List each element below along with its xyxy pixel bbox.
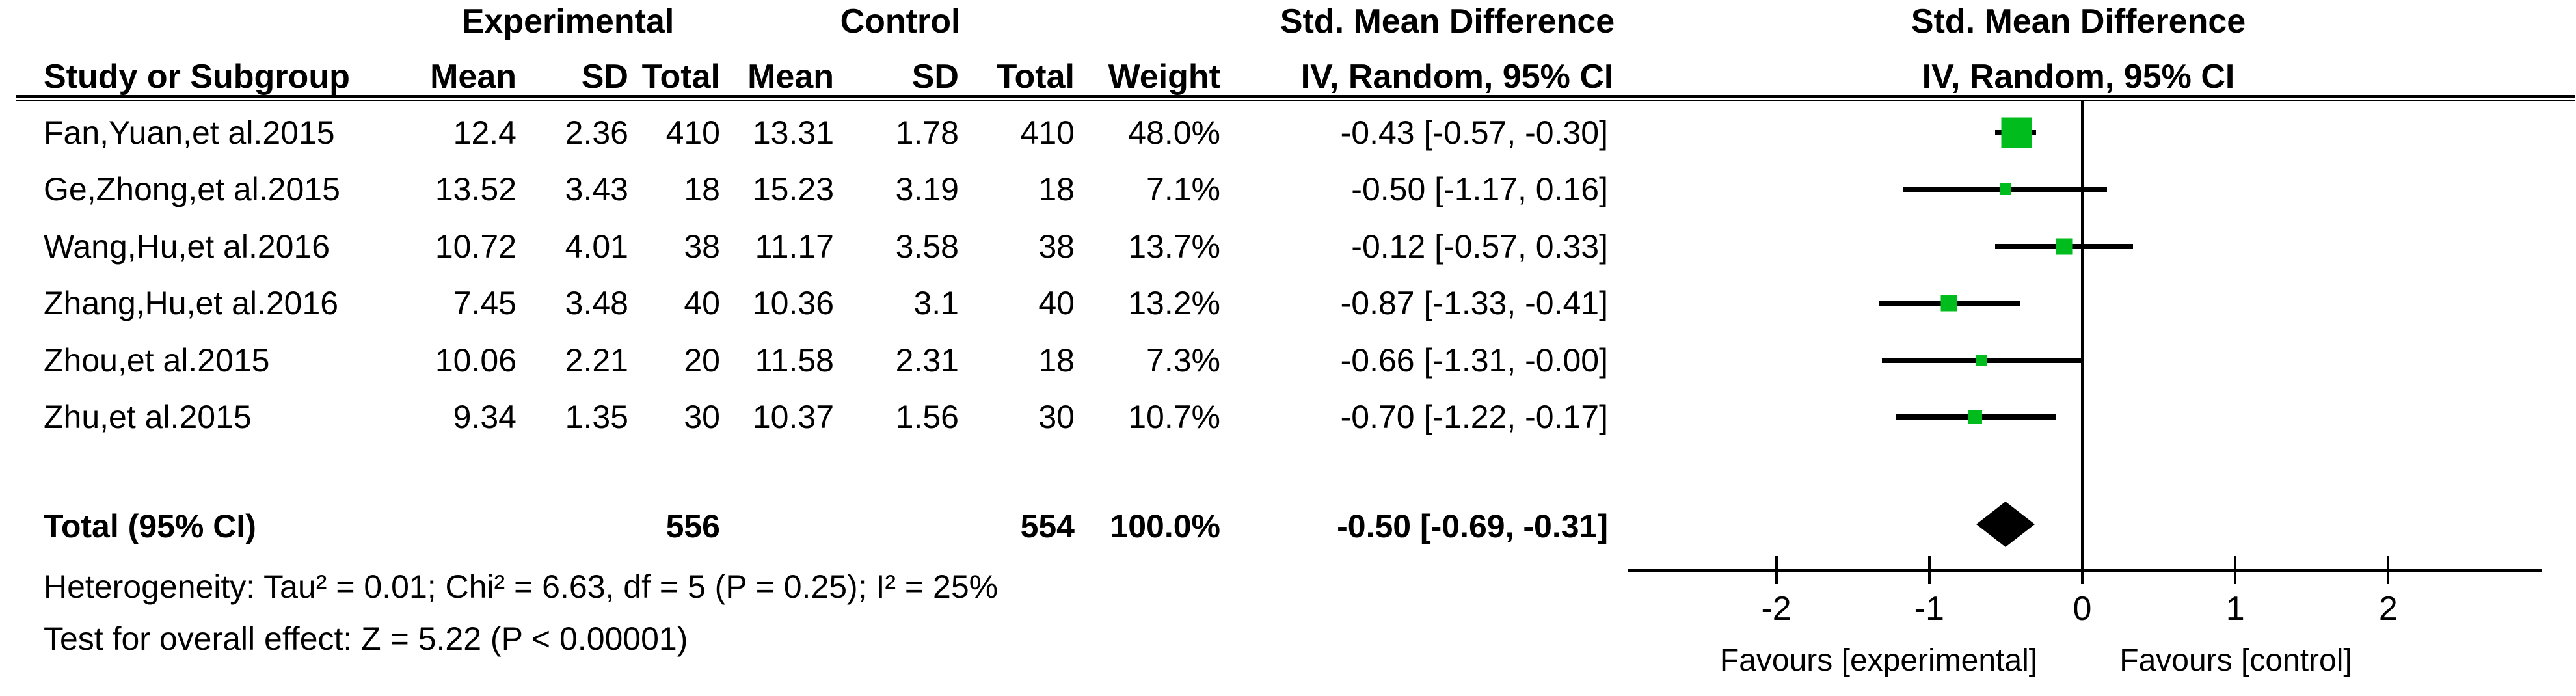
group-header-experimental: Experimental <box>461 3 675 40</box>
cell-e_total: 18 <box>684 171 720 207</box>
col-header-mean-exp: Mean <box>430 58 517 96</box>
cell-e_sd: 2.36 <box>565 114 628 151</box>
col-header-total-ctrl: Total <box>996 58 1075 96</box>
effect-square <box>1940 295 1957 312</box>
study-label: Zhang,Hu,et al.2016 <box>44 285 339 321</box>
cell-c_mean: 11.17 <box>755 228 834 265</box>
cell-effect_text: -0.43 [-0.57, -0.30] <box>1340 114 1608 151</box>
cell-e_mean: 12.4 <box>453 114 517 151</box>
cell-effect_text: -0.87 [-1.33, -0.41] <box>1340 285 1608 321</box>
cell-e_mean: 10.72 <box>435 228 517 265</box>
cell-e_mean: 10.06 <box>435 342 517 379</box>
study-label: Zhou,et al.2015 <box>44 342 270 379</box>
axis-tick-label: -2 <box>1761 590 1791 628</box>
zero-line <box>2081 101 2084 570</box>
axis-tick <box>1927 556 1931 584</box>
favours-control-label: Favours [control] <box>2119 643 2352 678</box>
cell-e_total: 38 <box>684 228 720 265</box>
cell-c_mean: 11.58 <box>755 342 834 379</box>
cell-c_mean: 10.36 <box>752 285 834 321</box>
cell-e_sd: 3.43 <box>565 171 628 207</box>
cell-weight_text: 7.3% <box>1146 342 1220 379</box>
study-label: Fan,Yuan,et al.2015 <box>44 114 335 151</box>
col-header-effect-ci: IV, Random, 95% CI <box>1300 58 1614 96</box>
group-header-effect: Std. Mean Difference <box>1280 3 1615 40</box>
total-exp-n: 556 <box>665 508 720 544</box>
x-axis-line <box>1628 569 2542 572</box>
cell-c_mean: 10.37 <box>752 399 834 435</box>
cell-c_sd: 2.31 <box>895 342 959 379</box>
col-header-study: Study or Subgroup <box>44 58 350 96</box>
col-header-total-exp: Total <box>641 58 720 96</box>
favours-experimental-label: Favours [experimental] <box>1719 643 2038 678</box>
pooled-effect-diamond <box>1976 502 2035 547</box>
cell-e_sd: 1.35 <box>565 399 628 435</box>
cell-c_sd: 1.56 <box>895 399 959 435</box>
group-header-control: Control <box>840 3 961 40</box>
total-weight: 100.0% <box>1110 508 1220 544</box>
header-rule-bottom <box>16 100 2575 101</box>
cell-c_total: 30 <box>1038 399 1075 435</box>
cell-c_total: 18 <box>1038 342 1075 379</box>
effect-square <box>1968 410 1983 424</box>
total-effect-ci: -0.50 [-0.69, -0.31] <box>1337 508 1608 544</box>
cell-c_total: 410 <box>1020 114 1075 151</box>
col-header-weight: Weight <box>1108 58 1220 96</box>
axis-tick <box>1775 556 1778 584</box>
study-label: Ge,Zhong,et al.2015 <box>44 171 340 207</box>
col-header-sd-exp: SD <box>581 58 628 96</box>
axis-tick-label: 1 <box>2225 590 2245 628</box>
cell-e_mean: 13.52 <box>435 171 517 207</box>
cell-e_total: 20 <box>684 342 720 379</box>
cell-c_mean: 15.23 <box>752 171 834 207</box>
cell-effect_text: -0.50 [-1.17, 0.16] <box>1351 171 1608 207</box>
cell-c_mean: 13.31 <box>752 114 834 151</box>
cell-e_sd: 2.21 <box>565 342 628 379</box>
heterogeneity-text: Heterogeneity: Tau² = 0.01; Chi² = 6.63,… <box>44 569 999 605</box>
cell-e_sd: 3.48 <box>565 285 628 321</box>
axis-tick-label: 2 <box>2378 590 2398 628</box>
cell-c_total: 38 <box>1038 228 1075 265</box>
cell-weight_text: 7.1% <box>1146 171 1220 207</box>
cell-e_mean: 7.45 <box>453 285 517 321</box>
cell-weight_text: 10.7% <box>1128 399 1220 435</box>
cell-c_total: 40 <box>1038 285 1075 321</box>
col-header-mean-ctrl: Mean <box>747 58 834 96</box>
cell-c_sd: 3.58 <box>895 228 959 265</box>
cell-weight_text: 13.2% <box>1128 285 1220 321</box>
axis-tick-label: -1 <box>1914 590 1944 628</box>
cell-weight_text: 13.7% <box>1128 228 1220 265</box>
cell-e_total: 40 <box>684 285 720 321</box>
cell-e_total: 30 <box>684 399 720 435</box>
cell-weight_text: 48.0% <box>1128 114 1220 151</box>
axis-tick <box>2234 556 2237 584</box>
effect-square <box>2056 238 2073 255</box>
col-header-sd-ctrl: SD <box>911 58 959 96</box>
cell-effect_text: -0.70 [-1.22, -0.17] <box>1340 399 1608 435</box>
plot-subtitle: IV, Random, 95% CI <box>1922 58 2235 96</box>
axis-tick-label: 0 <box>2073 590 2092 628</box>
cell-effect_text: -0.66 [-1.31, -0.00] <box>1340 342 1608 379</box>
cell-effect_text: -0.12 [-0.57, 0.33] <box>1351 228 1608 265</box>
cell-e_sd: 4.01 <box>565 228 628 265</box>
cell-e_mean: 9.34 <box>453 399 517 435</box>
plot-title: Std. Mean Difference <box>1911 3 2246 40</box>
cell-c_sd: 3.19 <box>895 171 959 207</box>
effect-square <box>2001 117 2032 148</box>
total-ctrl-n: 554 <box>1020 508 1075 544</box>
cell-c_total: 18 <box>1038 171 1075 207</box>
cell-c_sd: 3.1 <box>913 285 959 321</box>
study-label: Zhu,et al.2015 <box>44 399 252 435</box>
cell-e_total: 410 <box>665 114 720 151</box>
total-row-label: Total (95% CI) <box>44 508 256 544</box>
study-label: Wang,Hu,et al.2016 <box>44 228 330 265</box>
effect-square <box>2000 183 2012 195</box>
effect-square <box>1975 355 1987 366</box>
header-rule-top <box>16 95 2575 98</box>
axis-tick <box>2387 556 2390 584</box>
cell-c_sd: 1.78 <box>895 114 959 151</box>
overall-effect-text: Test for overall effect: Z = 5.22 (P < 0… <box>44 621 688 657</box>
